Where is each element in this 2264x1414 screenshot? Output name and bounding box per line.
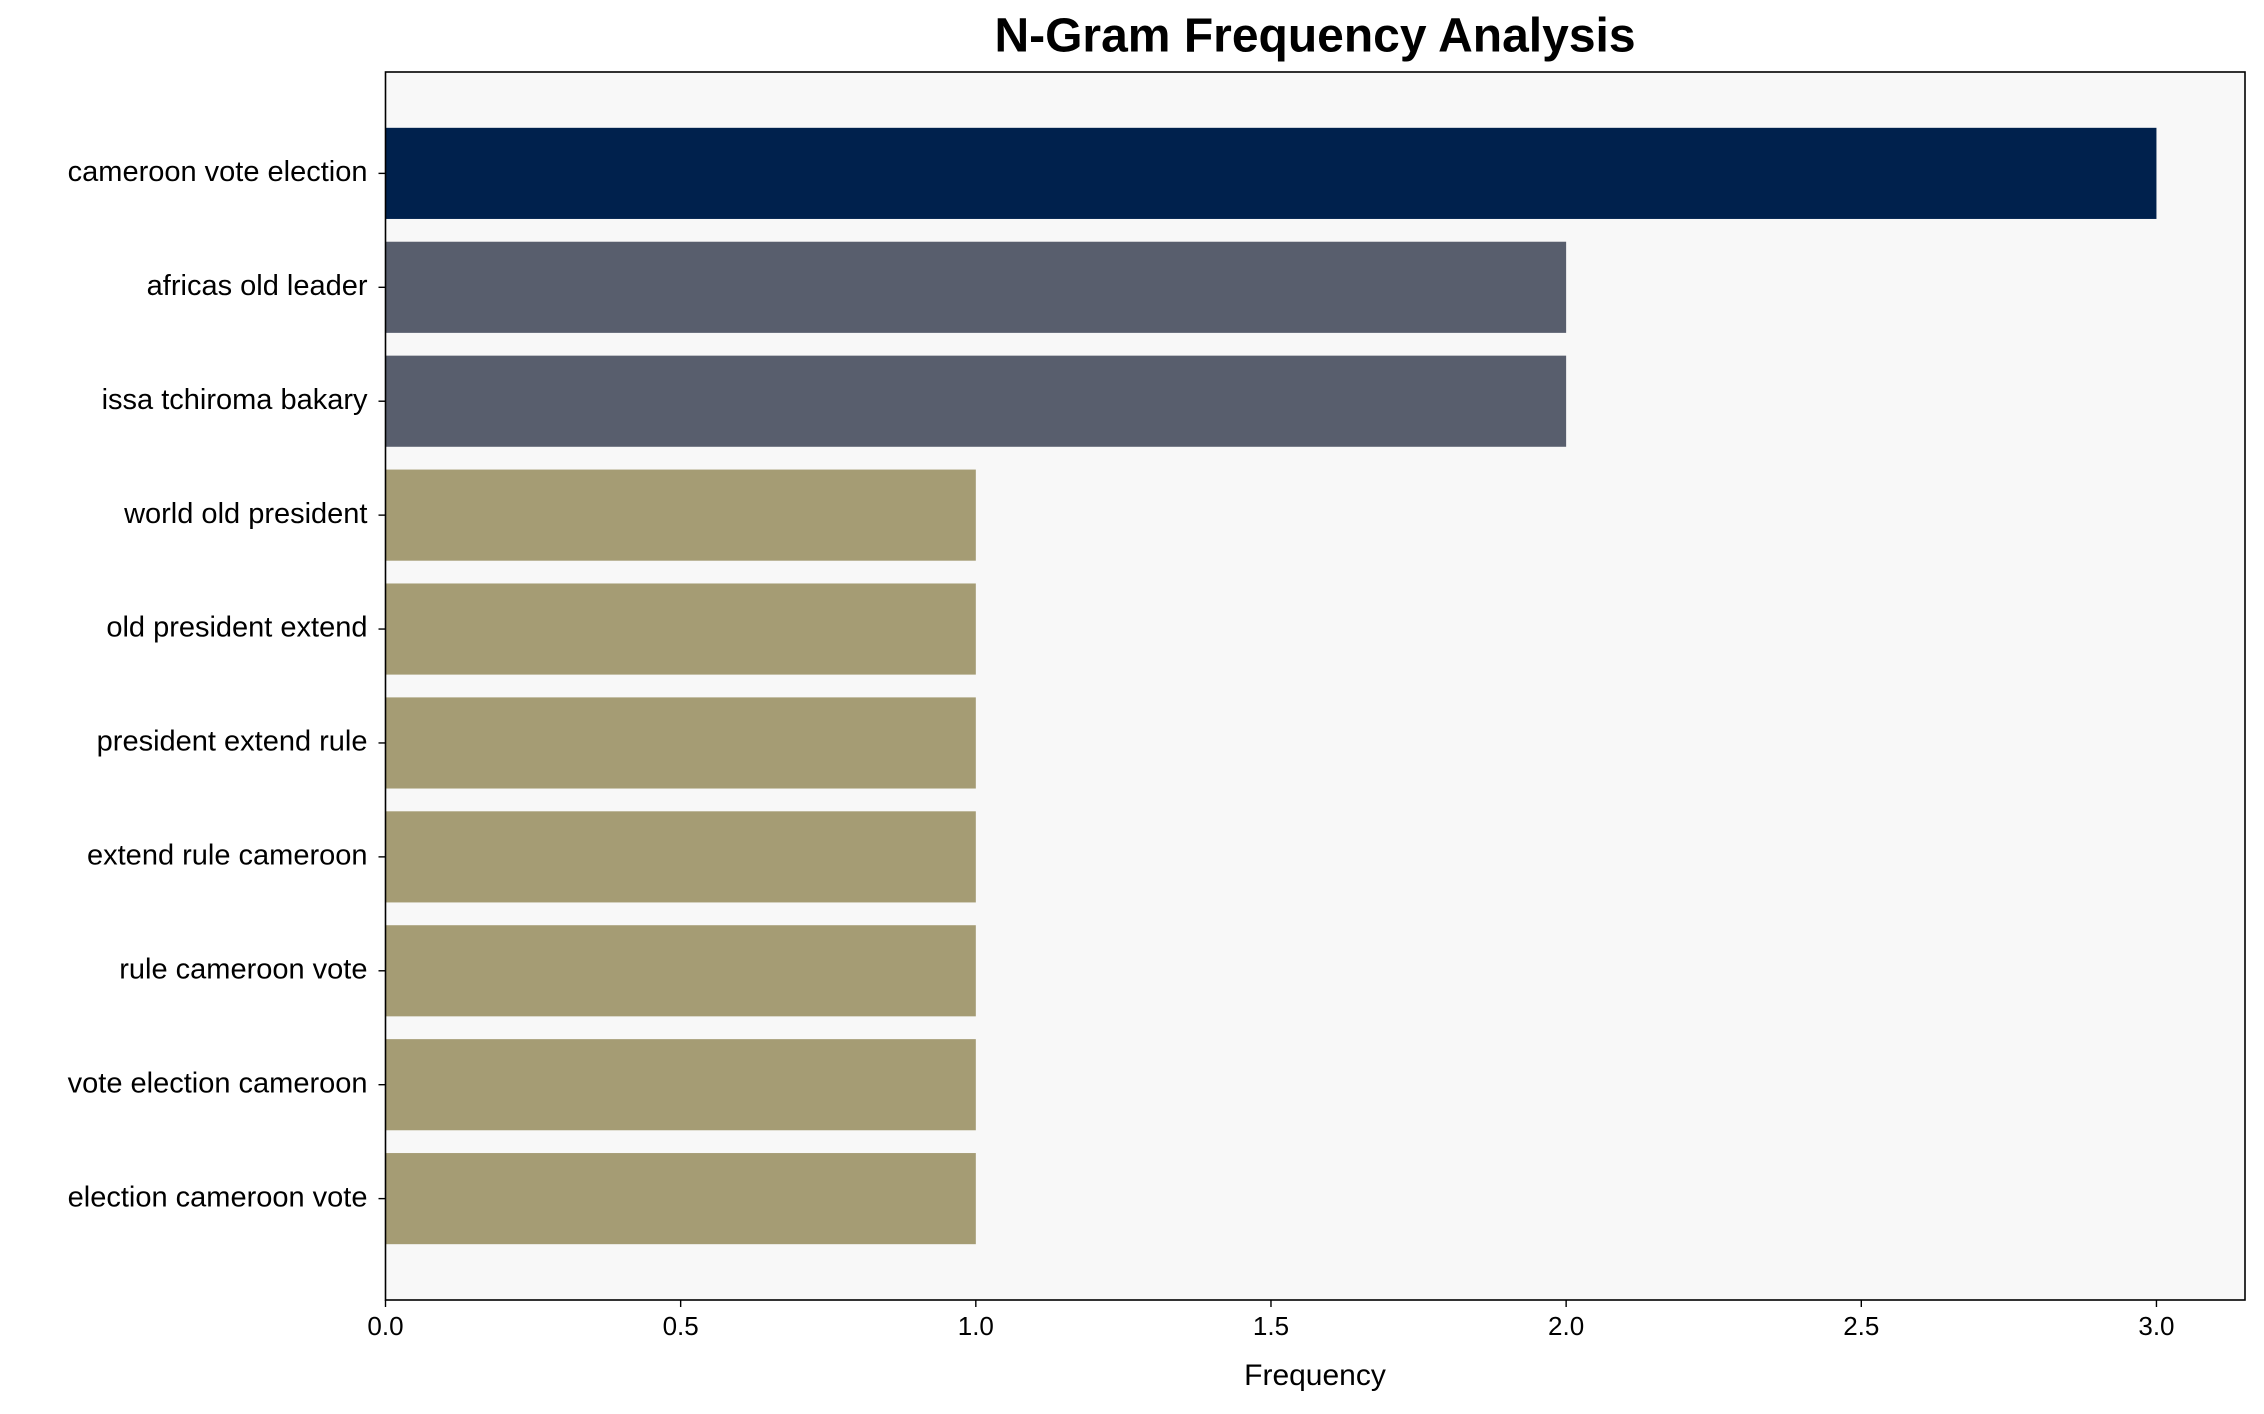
x-tick-label: 0.5 (663, 1311, 699, 1341)
bar (385, 583, 976, 675)
bar (385, 127, 2157, 219)
y-tick-label: world old president (123, 498, 367, 530)
bar (385, 925, 976, 1017)
x-tick-label: 1.5 (1253, 1311, 1289, 1341)
bar (385, 1039, 976, 1131)
y-tick-label: extend rule cameroon (87, 840, 368, 872)
y-tick-label: rule cameroon vote (119, 953, 367, 985)
y-tick-label: issa tchiroma bakary (102, 384, 368, 416)
y-tick-label: election cameroon vote (68, 1181, 368, 1213)
bar (385, 469, 976, 561)
bar (385, 355, 1567, 447)
x-axis-label: Frequency (1244, 1359, 1386, 1392)
x-tick-label: 2.5 (1843, 1311, 1879, 1341)
y-tick-label: vote election cameroon (68, 1067, 368, 1099)
x-tick-label: 0.0 (367, 1311, 403, 1341)
y-tick-label: old president extend (106, 612, 367, 644)
y-tick-label: cameroon vote election (68, 156, 368, 188)
x-tick-label: 1.0 (958, 1311, 994, 1341)
bar (385, 697, 976, 789)
bar (385, 1153, 976, 1245)
x-tick-label: 2.0 (1548, 1311, 1584, 1341)
bar (385, 811, 976, 903)
y-tick-label: president extend rule (97, 726, 368, 758)
x-tick-label: 3.0 (2138, 1311, 2174, 1341)
y-tick-label: africas old leader (147, 270, 368, 302)
plot-frame (384, 71, 2246, 1301)
chart-title: N-Gram Frequency Analysis (994, 10, 1635, 63)
bar (385, 241, 1567, 333)
